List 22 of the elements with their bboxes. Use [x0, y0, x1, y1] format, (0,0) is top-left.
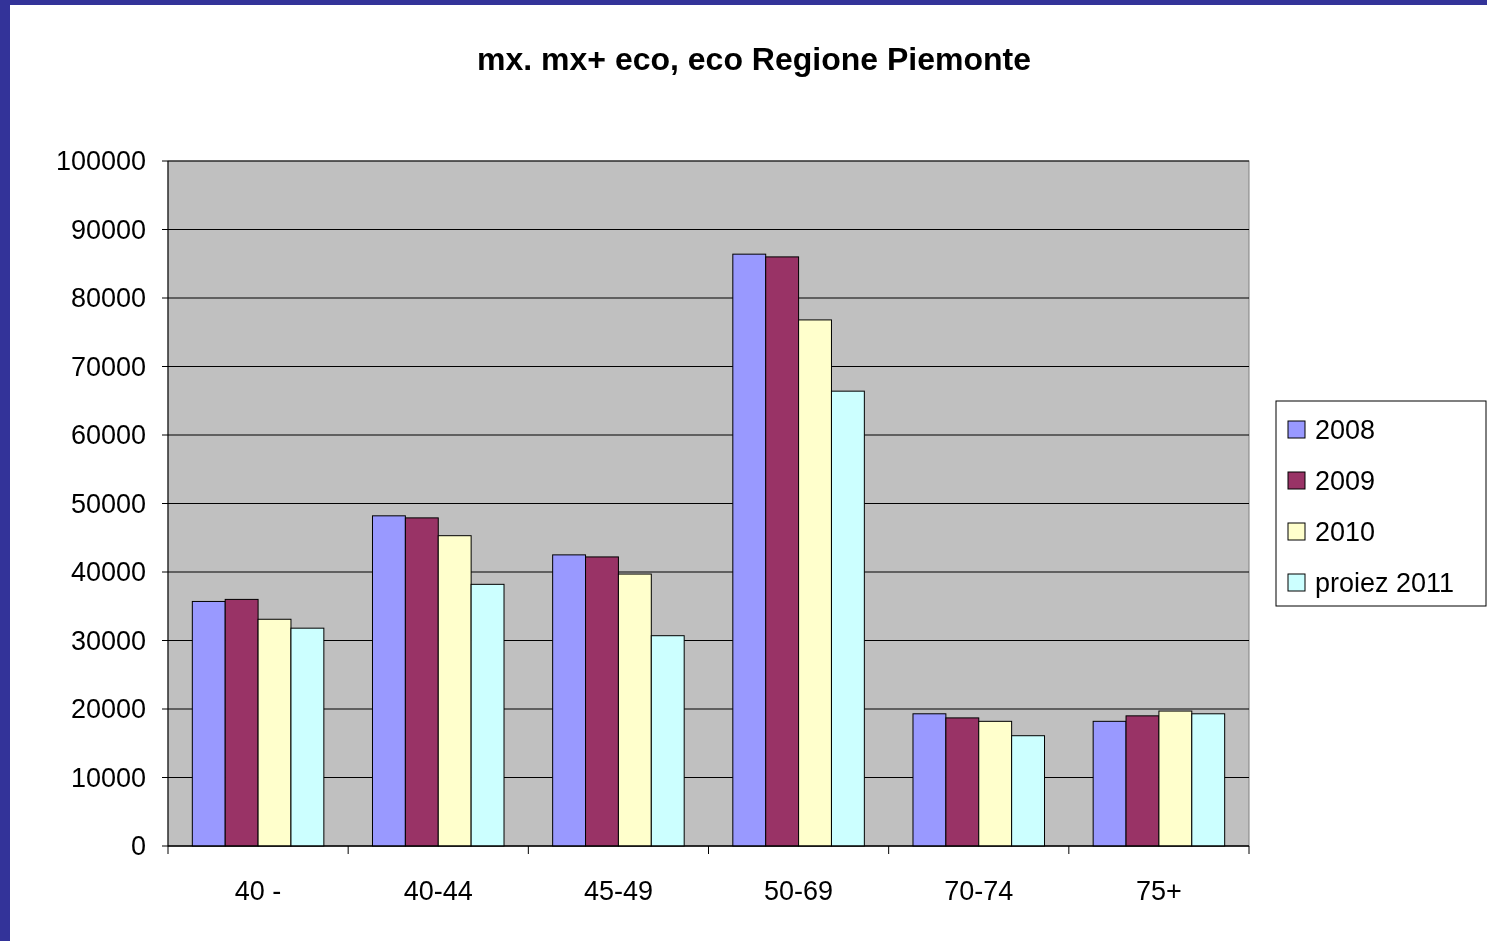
- y-tick-label: 60000: [70, 420, 146, 451]
- x-tick-label: 40-44: [403, 876, 473, 906]
- legend-label: 2010: [1315, 517, 1376, 548]
- legend-label: 2009: [1315, 466, 1376, 497]
- y-tick-label: 0: [130, 831, 146, 862]
- y-tick-label: 90000: [70, 214, 146, 245]
- y-tick-label: 10000: [70, 762, 146, 793]
- y-tick-label: 20000: [70, 694, 146, 725]
- legend-label: proiez 2011: [1315, 568, 1455, 599]
- legend-label: 2008: [1315, 415, 1376, 446]
- x-tick-label: 40 -: [234, 876, 282, 906]
- y-tick-label: 100000: [55, 146, 146, 177]
- x-tick-label: 45-49: [583, 876, 653, 906]
- x-tick-label: 70-74: [944, 876, 1014, 906]
- x-tick-label: 75+: [1136, 876, 1182, 906]
- y-tick-label: 70000: [70, 351, 146, 382]
- chart-title: mx. mx+ eco, eco Regione Piemonte: [477, 41, 1031, 77]
- y-tick-label: 80000: [70, 283, 146, 314]
- y-tick-label: 30000: [70, 625, 146, 656]
- y-tick-label: 40000: [70, 557, 146, 588]
- y-tick-label: 50000: [70, 488, 146, 519]
- x-tick-label: 50-69: [764, 876, 834, 906]
